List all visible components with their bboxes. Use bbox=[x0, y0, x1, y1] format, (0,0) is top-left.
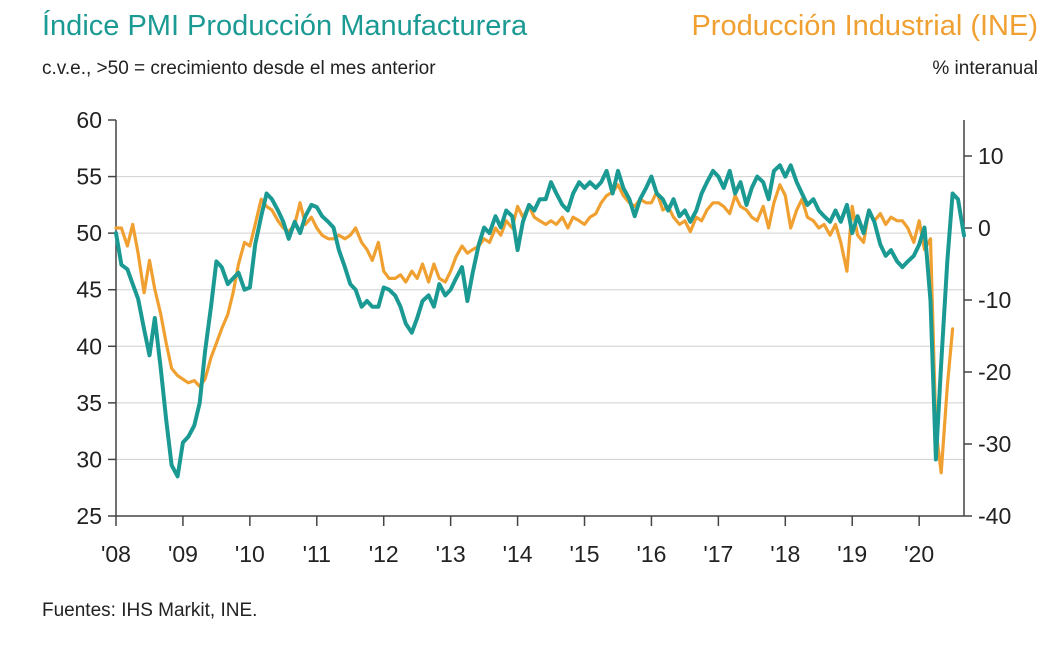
chart-title-right: Producción Industrial (INE) bbox=[691, 10, 1038, 42]
x-axis-tick-label: '08 bbox=[101, 541, 131, 567]
right-axis-tick-label: 10 bbox=[978, 143, 1004, 169]
axes bbox=[108, 119, 972, 526]
source-note: Fuentes: IHS Markit, INE. bbox=[42, 600, 258, 621]
x-axis-tick-label: '16 bbox=[636, 541, 666, 567]
right-axis-tick-label: 0 bbox=[978, 215, 991, 241]
ine-series-line bbox=[114, 183, 955, 475]
grid-lines bbox=[116, 176, 964, 460]
pmi-series-line bbox=[114, 163, 966, 479]
x-axis-tick-label: '10 bbox=[235, 541, 265, 567]
x-axis-tick-label: '18 bbox=[770, 541, 800, 567]
x-axis-tick-label: '14 bbox=[503, 541, 533, 567]
right-axis-subtitle: % interanual bbox=[932, 58, 1038, 79]
right-axis-tick-label: -20 bbox=[978, 359, 1011, 385]
left-axis-subtitle: c.v.e., >50 = crecimiento desde el mes a… bbox=[42, 58, 436, 79]
x-axis-tick-label: '09 bbox=[168, 541, 198, 567]
x-axis-tick-label: '19 bbox=[837, 541, 867, 567]
x-axis-tick-label: '17 bbox=[703, 541, 733, 567]
x-axis-tick-label: '11 bbox=[303, 541, 331, 567]
x-axis-tick-label: '12 bbox=[369, 541, 399, 567]
right-axis-tick-label: -30 bbox=[978, 431, 1011, 457]
left-axis-tick-label: 55 bbox=[76, 164, 102, 190]
left-axis-tick-label: 40 bbox=[76, 333, 102, 359]
right-axis-tick-label: -40 bbox=[978, 503, 1011, 529]
left-axis-tick-label: 50 bbox=[76, 220, 102, 246]
left-axis-tick-label: 35 bbox=[76, 390, 102, 416]
x-axis-tick-label: '20 bbox=[904, 541, 934, 567]
left-axis-tick-label: 45 bbox=[76, 277, 102, 303]
left-axis-tick-label: 60 bbox=[76, 107, 102, 133]
x-axis-tick-label: '15 bbox=[570, 541, 600, 567]
chart-title: Índice PMI Producción Manufacturera bbox=[42, 10, 528, 42]
right-axis-tick-label: -10 bbox=[978, 287, 1011, 313]
left-axis-tick-label: 30 bbox=[76, 446, 102, 472]
series-lines bbox=[114, 163, 966, 479]
tick-labels: 60 55 50 45 40 35 30 25 10 0 -10 -20 -30 -40 '08 '09 '10… bbox=[76, 107, 1011, 567]
x-axis-tick-label: '13 bbox=[436, 541, 466, 567]
left-axis-tick-label: 25 bbox=[76, 503, 102, 529]
